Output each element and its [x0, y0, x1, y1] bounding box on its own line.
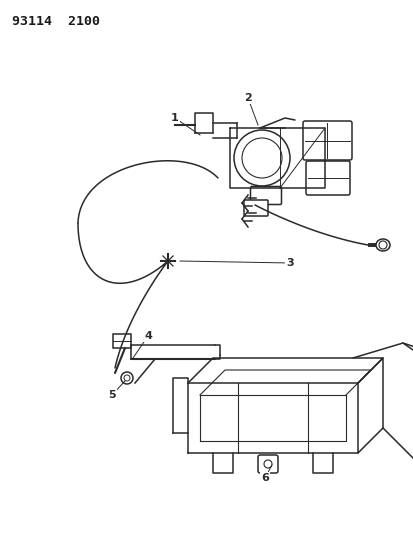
- Text: 3: 3: [285, 258, 293, 268]
- Text: 1: 1: [171, 113, 178, 123]
- Ellipse shape: [375, 239, 389, 251]
- FancyBboxPatch shape: [257, 455, 277, 473]
- FancyBboxPatch shape: [243, 200, 267, 216]
- FancyBboxPatch shape: [113, 334, 131, 348]
- Text: 93114  2100: 93114 2100: [12, 15, 100, 28]
- Text: 5: 5: [108, 390, 116, 400]
- Text: 6: 6: [261, 473, 268, 483]
- Text: 2: 2: [244, 93, 251, 103]
- FancyBboxPatch shape: [250, 187, 281, 205]
- Circle shape: [378, 241, 386, 249]
- FancyBboxPatch shape: [305, 161, 349, 195]
- FancyBboxPatch shape: [302, 121, 351, 160]
- Text: 4: 4: [144, 331, 152, 341]
